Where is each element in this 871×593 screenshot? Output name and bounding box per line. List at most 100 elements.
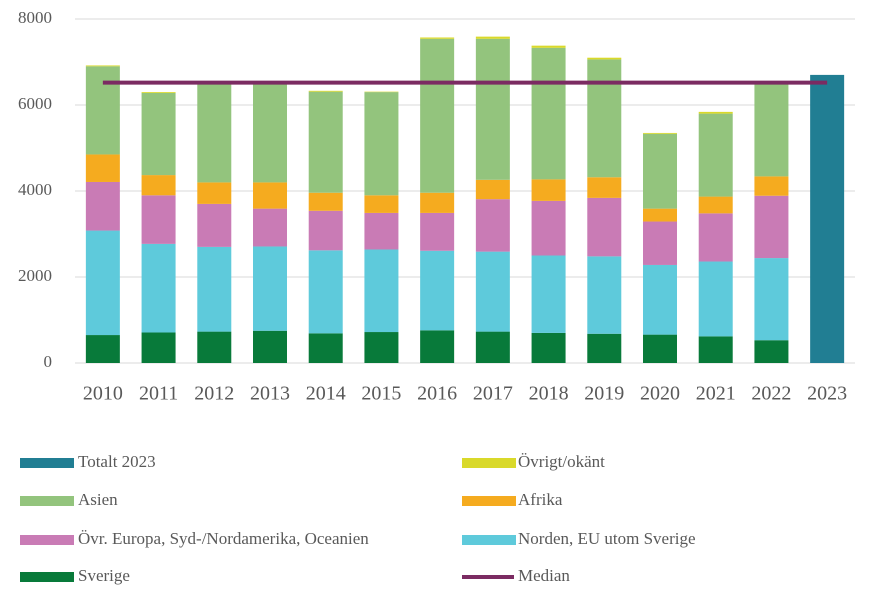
bar-segment xyxy=(754,84,788,177)
x-tick-label: 2016 xyxy=(417,383,457,405)
bar-segment xyxy=(86,231,120,335)
bar-segment xyxy=(364,249,398,332)
bar-segment xyxy=(142,93,176,175)
bar-segment xyxy=(309,250,343,333)
bar-segment xyxy=(364,213,398,250)
legend-label: Sverige xyxy=(78,566,130,585)
bar-segment xyxy=(197,182,231,204)
bar-segment xyxy=(587,334,621,363)
x-tick-label: 2019 xyxy=(584,383,624,405)
bar-segment xyxy=(587,256,621,333)
bar-segment xyxy=(643,265,677,335)
bar-segment xyxy=(142,244,176,333)
bar-segment xyxy=(253,331,287,363)
bar-segment xyxy=(754,340,788,363)
bar-segment xyxy=(532,48,566,180)
x-tick-label: 2022 xyxy=(751,383,791,405)
bar-segment xyxy=(309,91,343,92)
bar-segment xyxy=(587,177,621,198)
x-tick-label: 2010 xyxy=(83,383,123,405)
legend-swatch xyxy=(462,496,516,506)
bar-segment xyxy=(309,211,343,251)
bar-segment xyxy=(420,193,454,213)
bar-segment xyxy=(309,193,343,211)
bar-segment xyxy=(810,75,844,363)
bar-segment xyxy=(532,179,566,201)
bar-segment xyxy=(587,58,621,60)
bar-segment xyxy=(86,154,120,182)
bar-segment xyxy=(420,37,454,38)
bar-segment xyxy=(476,332,510,363)
bar-segment xyxy=(532,256,566,333)
bar-segment xyxy=(253,84,287,182)
bar-segment xyxy=(476,199,510,251)
bar-segment xyxy=(197,84,231,182)
y-tick-label: 0 xyxy=(44,352,53,371)
legend-swatch xyxy=(20,496,74,506)
x-tick-label: 2021 xyxy=(696,383,736,405)
bar-segment xyxy=(754,176,788,195)
bar-segment xyxy=(86,66,120,154)
legend-swatch xyxy=(462,458,516,468)
bar-segment xyxy=(699,197,733,214)
y-tick-label: 2000 xyxy=(18,266,52,285)
bar-segment xyxy=(532,201,566,256)
bar-segment xyxy=(643,222,677,265)
bar-segment xyxy=(364,195,398,213)
bar-segment xyxy=(532,333,566,363)
legend-swatch xyxy=(462,535,516,545)
bar-segment xyxy=(253,246,287,330)
bar-segment xyxy=(364,332,398,363)
x-tick-label: 2012 xyxy=(194,383,234,405)
x-tick-label: 2011 xyxy=(139,383,178,405)
x-tick-label: 2017 xyxy=(473,383,513,405)
y-tick-label: 4000 xyxy=(18,180,52,199)
legend-swatch xyxy=(20,572,74,582)
bar-segment xyxy=(86,65,120,66)
bar-segment xyxy=(643,335,677,363)
bar-segment xyxy=(197,247,231,332)
x-tick-label: 2023 xyxy=(807,383,847,405)
bar-segment xyxy=(532,46,566,48)
bar-segment xyxy=(476,37,510,39)
y-tick-label: 8000 xyxy=(18,8,52,27)
bar-segment xyxy=(587,59,621,177)
bar-segment xyxy=(587,198,621,256)
x-tick-label: 2020 xyxy=(640,383,680,405)
legend-label: Totalt 2023 xyxy=(78,452,156,471)
bar-segment xyxy=(643,209,677,222)
bar-segment xyxy=(643,133,677,134)
bar-segment xyxy=(643,134,677,209)
bar-segment xyxy=(420,330,454,363)
bar-segment xyxy=(86,335,120,363)
bar-segment xyxy=(86,182,120,231)
legend-label: Övr. Europa, Syd-/Nordamerika, Oceanien xyxy=(78,529,369,548)
x-tick-label: 2013 xyxy=(250,383,290,405)
bar-segment xyxy=(309,333,343,363)
legend-label: Övrigt/okänt xyxy=(518,452,605,471)
legend-label: Asien xyxy=(78,490,118,509)
bar-segment xyxy=(754,258,788,340)
legend-swatch xyxy=(20,458,74,468)
bar-segment xyxy=(197,332,231,363)
bar-segment xyxy=(420,39,454,193)
bar-segment xyxy=(420,251,454,331)
bar-segment xyxy=(253,209,287,247)
bar-segment xyxy=(699,262,733,337)
bar-segment xyxy=(142,332,176,363)
bar-segment xyxy=(699,114,733,197)
bar-segment xyxy=(699,213,733,261)
legend-label: Median xyxy=(518,566,570,585)
bar-segment xyxy=(699,112,733,114)
bar-segment xyxy=(142,195,176,244)
legend-label: Afrika xyxy=(518,490,563,509)
bar-segment xyxy=(364,92,398,195)
legend-label: Norden, EU utom Sverige xyxy=(518,529,696,548)
x-tick-label: 2018 xyxy=(529,383,569,405)
bar-segment xyxy=(309,92,343,193)
legend-swatch xyxy=(20,535,74,545)
bar-segment xyxy=(476,39,510,180)
bar-segment xyxy=(197,204,231,247)
bar-segment xyxy=(253,182,287,208)
